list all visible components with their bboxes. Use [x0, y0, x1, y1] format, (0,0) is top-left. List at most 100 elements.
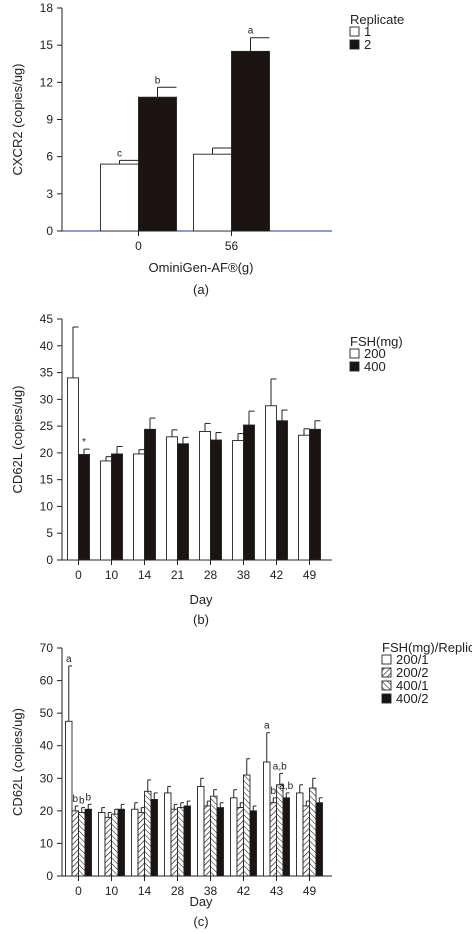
legend-entry: 200: [364, 346, 386, 361]
bar: [111, 813, 119, 877]
bar: [232, 440, 244, 561]
y-tick-label: 10: [40, 836, 54, 850]
x-tick-label: 0: [75, 568, 82, 582]
x-tick-label: 28: [204, 568, 218, 582]
x-tick-label: 10: [105, 568, 119, 582]
y-tick-label: 0: [46, 224, 53, 238]
bar: [104, 816, 112, 877]
bar: [78, 454, 90, 561]
bar: [133, 453, 145, 561]
bar: [138, 96, 177, 232]
x-tick-label: 43: [270, 884, 284, 898]
x-tick-label: 10: [105, 884, 119, 898]
legend-entry: 400/1: [396, 678, 429, 693]
significance-label: b: [155, 75, 161, 86]
significance-label: b: [270, 786, 276, 797]
legend-title: FSH(mg): [350, 334, 403, 349]
x-tick-label: 0: [75, 884, 82, 898]
bar: [137, 812, 145, 877]
bar: [193, 153, 232, 232]
significance-label: a,b: [273, 761, 287, 772]
legend-entry: 200/2: [396, 665, 429, 680]
bar: [65, 720, 73, 877]
y-tick-label: 20: [40, 804, 54, 818]
bar: [296, 792, 304, 877]
legend-swatch: [381, 654, 392, 665]
bar: [298, 434, 310, 561]
y-tick-label: 30: [40, 771, 54, 785]
bar: [144, 428, 156, 561]
bar: [100, 460, 112, 561]
significance-label: b: [72, 794, 78, 805]
y-tick-label: 0: [46, 869, 53, 883]
significance-label: b: [79, 796, 85, 807]
x-tick-label: 56: [225, 239, 239, 253]
significance-label: *: [82, 437, 86, 448]
bar: [78, 812, 86, 877]
legend-swatch: [381, 667, 392, 678]
bar: [243, 774, 251, 877]
bar: [170, 808, 178, 877]
bar: [150, 799, 158, 877]
legend-entry: 400/2: [396, 691, 429, 706]
bar: [210, 795, 218, 877]
legend-title: FSH(mg)/Replicate: [382, 640, 472, 655]
bar: [265, 405, 277, 561]
bar: [236, 807, 244, 877]
y-tick-label: 18: [40, 1, 54, 15]
y-tick-label: 40: [40, 739, 54, 753]
bar: [144, 790, 152, 877]
bar: [183, 805, 191, 877]
bar: [199, 431, 211, 561]
significance-label: a: [248, 26, 254, 37]
y-tick-label: 60: [40, 674, 54, 688]
x-tick-label: 21: [171, 568, 185, 582]
y-tick-label: 15: [40, 473, 54, 487]
bar: [131, 808, 139, 877]
y-axis-label: CXCR2 (copies/ug): [10, 64, 25, 176]
x-tick-label: 49: [303, 568, 317, 582]
y-tick-label: 25: [40, 419, 54, 433]
bar: [309, 428, 321, 561]
bar: [98, 812, 106, 877]
y-tick-label: 9: [46, 113, 53, 127]
bar: [166, 436, 178, 561]
x-tick-label: 42: [270, 568, 284, 582]
y-tick-label: 35: [40, 366, 54, 380]
bar: [111, 453, 123, 561]
legend-swatch: [381, 693, 392, 704]
y-axis-label: CD62L (copies/ug): [10, 386, 25, 494]
y-tick-label: 45: [40, 312, 54, 326]
x-tick-label: 38: [204, 884, 218, 898]
legend-swatch: [349, 348, 360, 359]
y-tick-label: 0: [46, 553, 53, 567]
x-tick-label: 14: [138, 568, 152, 582]
y-tick-label: 3: [46, 187, 53, 201]
bar: [84, 808, 92, 877]
x-tick-label: 49: [303, 884, 317, 898]
y-tick-label: 50: [40, 706, 54, 720]
panel-label: (c): [193, 914, 208, 929]
bar: [282, 797, 290, 877]
legend-entry: 200/1: [396, 652, 429, 667]
legend-entry: 400: [364, 359, 386, 374]
bar: [243, 424, 255, 561]
y-tick-label: 6: [46, 150, 53, 164]
bar: [249, 810, 257, 877]
bar: [100, 163, 139, 232]
chart-cd62l-fsh: 0 5 10 15 20 25 30 35 40 45 0 * 10 14 21 28 38 42 49 CD62L …: [10, 312, 403, 627]
legend-swatch: [349, 361, 360, 372]
bar: [177, 807, 185, 877]
legend-entry: 1: [364, 24, 371, 39]
y-tick-label: 5: [46, 526, 53, 540]
significance-label: a: [264, 721, 270, 732]
bar: [210, 439, 222, 561]
bar: [203, 805, 211, 877]
bar: [276, 784, 284, 877]
bar: [177, 443, 189, 561]
x-tick-label: 42: [237, 884, 251, 898]
significance-label: b: [85, 792, 91, 803]
legend-swatch: [349, 39, 360, 50]
x-axis-label: Day: [189, 894, 213, 909]
